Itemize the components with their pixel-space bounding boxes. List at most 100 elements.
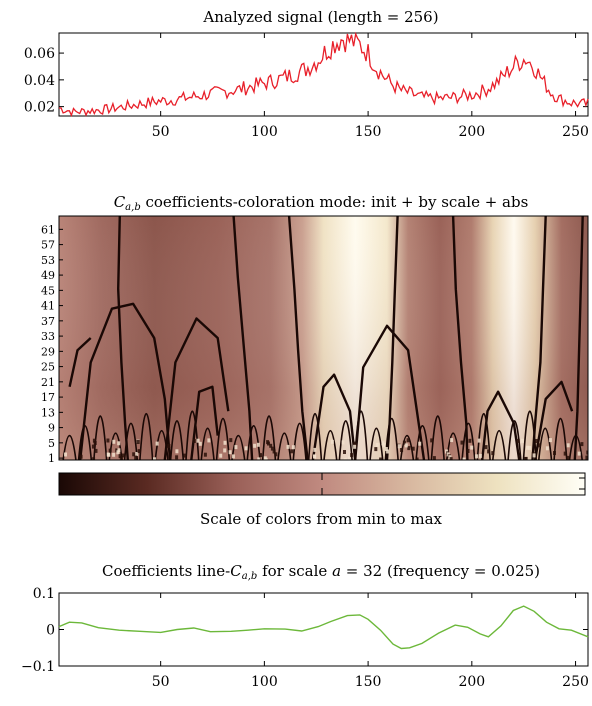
heatmap-speckle [106,438,110,443]
heatmap-fine-arch [430,415,445,460]
heatmap-y-tick-label: 53 [41,254,55,267]
signal-chart-axes: 50 100 150 200 250 0.02 0.04 0.06 [24,32,589,140]
heatmap-ridge-line [68,337,92,388]
heatmap-speckle [577,451,581,456]
heatmap-y-tick-label: 13 [41,406,55,419]
heatmap-speckle [484,445,488,450]
heatmap-speckle [267,441,270,446]
heatmap-speckle [348,456,351,460]
heatmap-speckle [270,446,274,451]
signal-x-tick-label: 50 [152,124,170,140]
heatmap-fine-arch [338,420,353,460]
heatmap-speckle [153,457,156,460]
coef-series-line [58,605,589,650]
heatmap-speckle [313,447,317,452]
heatmap-speckle [117,448,121,453]
signal-y-tick-label: 0.06 [24,46,55,62]
heatmap-speckle [112,439,116,444]
heatmap-speckle [106,452,110,457]
heatmap-ridges [62,216,584,460]
heatmap-speckle [374,447,378,452]
heatmap-ridge-line [79,302,172,460]
heatmap-y-tick-label: 33 [41,330,55,343]
heatmap-speckle [257,457,261,460]
heatmap-fine-arch [492,429,507,460]
heatmap-speckle [548,438,552,443]
heatmap-speckle [313,454,316,459]
heatmap-speckle [92,457,96,460]
heatmap-speckle [566,455,570,460]
heatmap-speckle [264,457,268,460]
heatmap-speckle [256,442,260,447]
signal-frame [58,32,589,117]
heatmap-speckle [350,453,354,458]
heatmap-speckle [132,452,136,457]
heatmap-fine-scale-band [64,438,588,460]
heatmap-ridge-line [481,390,521,460]
heatmap-speckle [274,452,278,457]
heatmap-speckle [136,439,140,444]
heatmap-speckle [155,441,159,446]
heatmap-y-tick-label: 37 [41,315,55,328]
heatmap-speckle [462,457,466,460]
heatmap-ridge-line [354,324,426,460]
heatmap-speckle [411,446,415,451]
heatmap-speckle [330,439,334,444]
heatmap-y-axis: 1 5 9 13 17 21 25 29 33 37 41 45 49 53 57 61 [41,223,63,465]
heatmap-fine-arch [507,420,522,460]
heatmap-speckle [404,443,408,448]
heatmap-speckle [92,438,96,443]
heatmap-fine-arch [215,418,231,460]
coefficients-chart-title: Ca,b coefficients-coloration mode: init … [114,193,529,213]
heatmap-speckle [553,451,556,455]
heatmap-speckle [196,438,200,443]
heatmap-speckle [343,457,347,460]
heatmap-fine-arch [62,435,77,460]
heatmap-speckle [468,438,472,443]
heatmap-y-tick-label: 57 [41,239,55,252]
heatmap-speckle [379,457,383,460]
heatmap-speckle [343,450,346,454]
heatmap-speckle [137,449,141,454]
heatmap-speckle [535,439,539,443]
heatmap-fine-arch [461,422,476,460]
heatmap-speckle [520,438,524,443]
heatmap-ridge-line [117,216,129,460]
heatmap-speckle [272,449,276,454]
coef-y-tick-label: 0.1 [33,586,55,602]
heatmap-speckle [402,440,406,445]
heatmap-speckle [229,438,233,443]
coef-x-tick-label: 200 [458,674,485,690]
heatmap-speckle [478,453,482,458]
signal-series-line [58,31,589,118]
heatmap-fine-arch [384,418,399,460]
heatmap-y-tick-label: 29 [41,345,55,358]
heatmap-speckle [134,455,138,460]
heatmap-speckle [516,438,520,443]
heatmap-speckle [384,447,388,451]
heatmap-speckle [286,444,290,449]
heatmap-speckle [415,457,419,460]
heatmap-fine-arch [307,412,323,460]
heatmap-ridge-line [385,216,399,460]
heatmap-speckle [475,454,479,459]
heatmap-speckle [79,454,83,459]
heatmap-speckle [198,441,202,446]
heatmap-y-tick-label: 5 [48,437,55,450]
heatmap-speckle [93,441,97,445]
signal-chart-title: Analyzed signal (length = 256) [202,8,438,26]
heatmap-fine-arch [200,427,215,460]
heatmap-speckle [585,455,588,460]
heatmap-speckle [253,443,257,448]
heatmap-speckle [449,457,453,460]
heatmap-speckle [545,446,549,451]
heatmap-speckle [117,441,121,446]
heatmap-ridge-line [533,380,574,460]
heatmap-speckle [407,446,411,451]
heatmap-speckle [418,441,422,446]
coef-y-tick-label: 0 [46,623,55,639]
heatmap-speckle [375,442,379,447]
heatmap-fine-arch [323,429,338,460]
heatmap-y-tick-label: 21 [41,376,55,389]
